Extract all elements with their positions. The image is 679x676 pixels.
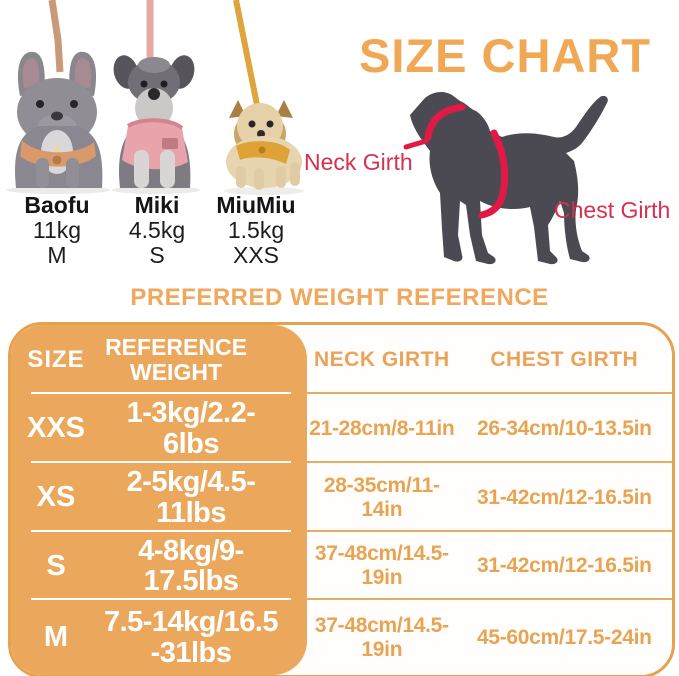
model-weight: 4.5kg: [128, 217, 186, 243]
col-header-neck-girth: NECK GIRTH: [313, 347, 450, 371]
table-row: M 7.5-14kg/16.5 -31lbs: [11, 600, 307, 675]
model-name: Miki: [134, 192, 180, 218]
page-title: SIZE CHART: [359, 29, 651, 82]
dog-photo-miki: [113, 55, 195, 188]
model-size: M: [47, 242, 67, 268]
table-row: XXS 1-3kg/2.2-6lbs: [11, 394, 307, 463]
neck-girth-cell: 37-48cm/14.5-19in: [314, 613, 449, 661]
model-weight: 1.5kg: [227, 217, 285, 243]
neck-girth-cell: 21-28cm/8-11in: [309, 416, 455, 440]
model-size: XXS: [232, 242, 280, 268]
weight-cell: 7.5-14kg/16.5 -31lbs: [103, 606, 279, 669]
section-heading: PREFERRED WEIGHT REFERENCE: [130, 284, 549, 311]
col-header-chest-girth: CHEST GIRTH: [490, 347, 639, 371]
col-header-weight: REFERENCE WEIGHT: [105, 333, 247, 385]
model-name: MiuMiu: [216, 192, 296, 218]
model-size: S: [149, 242, 165, 268]
table-row: S 4-8kg/9-17.5lbs: [11, 532, 307, 600]
neck-girth-cell: 28-35cm/11-14in: [323, 473, 440, 521]
dog-silhouette: [403, 92, 608, 265]
table-header-right: NECK GIRTH CHEST GIRTH: [307, 325, 672, 394]
table-header-left: SIZE REFERENCE WEIGHT: [11, 325, 307, 394]
model-name: Baofu: [24, 192, 90, 218]
size-table: SIZE REFERENCE WEIGHT NECK GIRTH CHEST G…: [8, 322, 675, 676]
col-header-size: SIZE: [27, 345, 85, 373]
table-row: XS 2-5kg/4.5-11lbs: [11, 463, 307, 532]
model-label-baofu: Baofu 11kg M: [7, 192, 107, 268]
chest-girth-cell: 45-60cm/17.5-24in: [476, 625, 652, 649]
size-cell: S: [46, 549, 66, 582]
chest-girth-label: Chest Girth: [554, 197, 671, 223]
chest-girth-cell: 26-34cm/10-13.5in: [476, 416, 652, 440]
chest-girth-cell: 31-42cm/12-16.5in: [476, 554, 652, 577]
neck-girth-label: Neck Girth: [304, 149, 413, 175]
table-row: 37-48cm/14.5-19in 31-42cm/12-16.5in: [307, 532, 672, 600]
size-cell: M: [43, 621, 69, 653]
chest-girth-cell: 31-42cm/12-16.5in: [476, 485, 652, 509]
weight-cell: 4-8kg/9-17.5lbs: [138, 534, 244, 597]
table-row: 37-48cm/14.5-19in 45-60cm/17.5-24in: [307, 600, 672, 675]
leash-tan: [48, 0, 64, 73]
model-weight: 11kg: [32, 217, 82, 243]
dog-models-photo: [6, 0, 304, 195]
girth-diagram: Neck Girth Chest Girth: [290, 85, 679, 290]
size-cell: XS: [36, 481, 76, 513]
size-cell: XXS: [26, 412, 86, 444]
dog-photo-miumiu: [226, 100, 302, 190]
neck-girth-pointer: [403, 138, 429, 150]
table-row: 28-35cm/11-14in 31-42cm/12-16.5in: [307, 463, 672, 532]
model-label-miumiu: MiuMiu 1.5kg XXS: [206, 192, 306, 268]
table-row: 21-28cm/8-11in 26-34cm/10-13.5in: [307, 394, 672, 463]
chest-girth-band-icon: [478, 129, 509, 219]
neck-girth-band-icon: [424, 103, 466, 141]
dog-photo-baofu: [15, 51, 103, 188]
weight-cell: 1-3kg/2.2-6lbs: [126, 397, 256, 460]
neck-girth-cell: 37-48cm/14.5-19in: [314, 542, 449, 589]
model-label-miki: Miki 4.5kg S: [107, 192, 207, 268]
weight-cell: 2-5kg/4.5-11lbs: [126, 466, 256, 529]
